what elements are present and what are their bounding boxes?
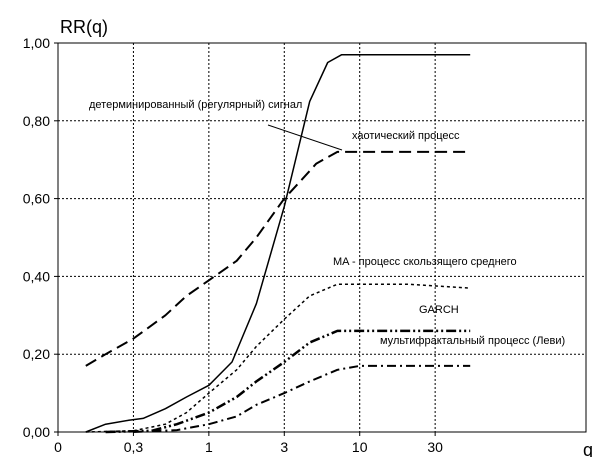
x-tick-label: 3 bbox=[280, 439, 288, 455]
y-axis-label: RR(q) bbox=[60, 17, 108, 37]
annotation-leader-line bbox=[267, 124, 343, 151]
x-tick-label: 30 bbox=[427, 439, 443, 455]
x-tick-labels: 0 0,3 1 3 10 30 bbox=[54, 439, 443, 455]
annotation-garch: GARCH bbox=[419, 304, 459, 316]
y-tick-label: 0,60 bbox=[23, 191, 50, 207]
series-line-3 bbox=[105, 329, 471, 434]
x-tick-label: 1 bbox=[205, 439, 213, 455]
plot-frame bbox=[57, 42, 587, 433]
x-tick-label: 10 bbox=[352, 439, 368, 455]
annotation-levy: мультифрактальный процесс (Леви) bbox=[380, 335, 565, 347]
series-line-1 bbox=[85, 150, 471, 367]
series-line-2 bbox=[85, 283, 471, 433]
y-tick-label: 0,00 bbox=[23, 424, 50, 440]
x-axis-label: q bbox=[583, 440, 593, 457]
y-tick-label: 0,80 bbox=[23, 113, 50, 129]
x-tick-label: 0 bbox=[54, 439, 62, 455]
series-lines bbox=[85, 53, 471, 434]
series-line-4 bbox=[133, 364, 471, 433]
y-tick-label: 0,40 bbox=[23, 268, 50, 284]
series-line-0 bbox=[85, 53, 471, 433]
annotation-deterministic: детерминированный (регулярный) сигнал bbox=[89, 99, 302, 111]
annotation-ma: MA - процесс скользящего среднего bbox=[333, 256, 517, 268]
x-tick-label: 0,3 bbox=[124, 439, 144, 455]
y-tick-label: 1,00 bbox=[23, 35, 50, 51]
y-tick-label: 0,20 bbox=[23, 346, 50, 362]
grid bbox=[54, 42, 586, 436]
y-tick-labels: 0,00 0,20 0,40 0,60 0,80 1,00 bbox=[23, 35, 50, 440]
annotation-chaotic: хаотический процесс bbox=[352, 130, 460, 142]
